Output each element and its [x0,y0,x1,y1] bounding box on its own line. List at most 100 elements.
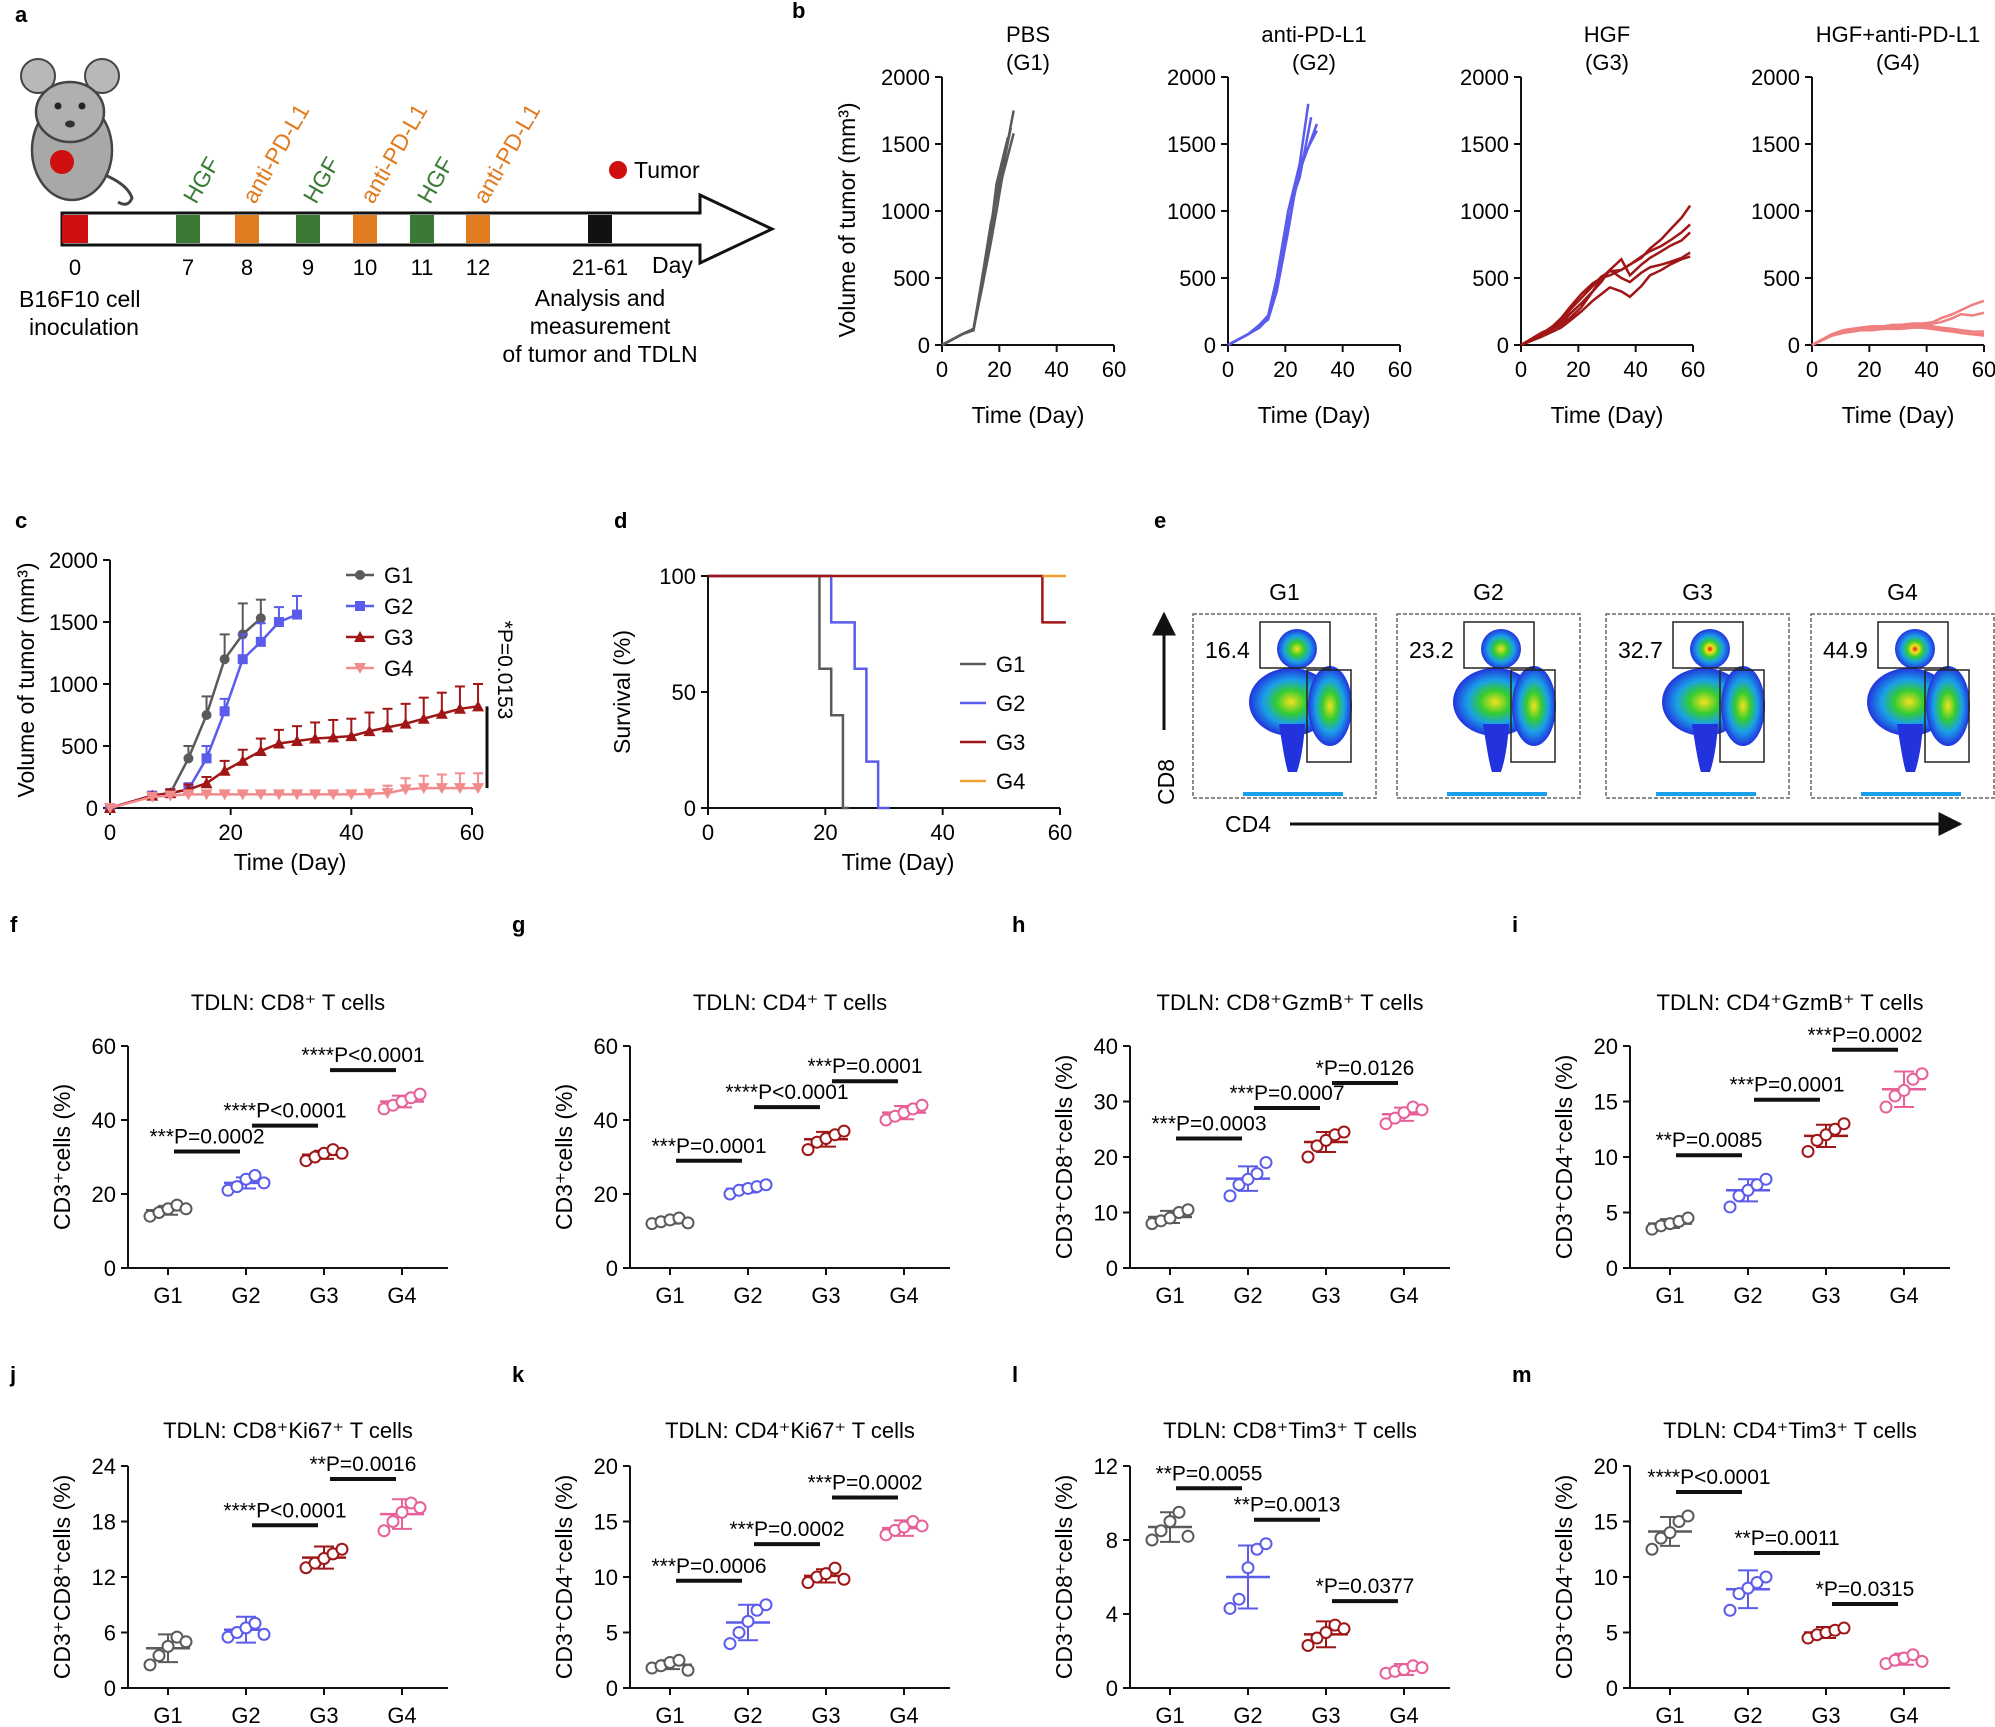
timeline-label-pdl1: anti-PD-L1 [468,99,545,207]
mean-series-G4 [104,772,485,814]
legend-label-G3: G3 [384,625,413,650]
x-tick-label: 40 [339,820,363,845]
data-marker [291,735,304,747]
significance-label: ***P=0.0002 [729,1518,844,1541]
panel-letter-b: b [792,0,805,23]
data-point [759,1598,773,1612]
timeline-block-day-11 [410,215,434,243]
significance-label: ***P=0.0002 [1807,1024,1922,1047]
data-point [1397,1106,1411,1120]
survival-line-G2 [708,574,890,810]
dot-panel-k: k TDLN: CD4⁺Ki67⁺ T cells 0 5 10 15 20 CD3⁺CD4⁺… [512,1362,950,1727]
panel-letter-l: l [1012,1362,1018,1387]
y-tick-label: 1500 [1751,132,1800,157]
data-point [1906,1648,1920,1662]
panel-letter-h: h [1012,912,1025,937]
panel-e-ylabel: CD8 [1153,759,1179,805]
data-marker [236,754,249,766]
timeline-label-hgf: HGF [298,152,345,207]
data-point [837,1572,851,1586]
mean-series-G1 [105,598,266,813]
flow-plot-title: G4 [1887,579,1918,605]
data-point [672,1653,686,1667]
y-tick-label: 0 [104,1256,116,1281]
legend-marker [355,601,365,611]
dot-panel-ylabel: CD3⁺cells (%) [49,1084,75,1230]
x-tick-label: 20 [1566,357,1590,382]
data-marker [381,788,394,800]
significance-label: ***P=0.0003 [1151,1113,1266,1136]
data-marker [255,636,266,647]
cd8-density [1895,629,1935,669]
tail-density [1692,724,1718,772]
data-point [179,1635,193,1649]
y-tick-label: 18 [92,1510,116,1535]
y-tick-label: 15 [594,1510,618,1535]
panel-letter-j: j [9,1362,16,1387]
x-tick-label: 60 [460,820,484,845]
x-tick-label: 20 [987,357,1011,382]
cd4-density [1721,666,1765,746]
panel-letter-i: i [1512,912,1518,937]
timeline-day-11: 11 [411,255,434,280]
data-point [1828,1122,1842,1136]
data-point [1163,1211,1177,1225]
data-point [1750,1178,1764,1192]
y-tick-label: 15 [1594,1090,1618,1115]
cd8-gate [1259,621,1331,669]
panel-b-xlabel: Time (Day) [972,402,1085,428]
significance-label: ****P<0.0001 [725,1081,848,1104]
timeline-day-10: 10 [353,255,377,280]
x-tick-label-G1: G1 [1155,1703,1184,1727]
x-tick-label-G2: G2 [1733,1703,1762,1727]
data-point [1319,1133,1333,1147]
cd4-gate [1306,669,1352,763]
tumor-legend-dot [609,161,627,179]
data-point [1750,1576,1764,1590]
y-tick-label: 0 [86,796,98,821]
data-marker [435,707,448,719]
panel-b-xlabel: Time (Day) [1258,402,1371,428]
timeline-day-21-61: 21-61 [572,255,628,280]
panel-b-title-line1: HGF [1584,22,1630,47]
data-point [915,1519,929,1533]
data-point [1250,1167,1264,1181]
data-point [1301,1638,1315,1652]
x-tick-label-G3: G3 [309,1283,338,1308]
data-marker [146,791,159,803]
baseline-events [1861,792,1961,796]
data-marker [345,730,358,742]
x-tick-label: 0 [1806,357,1818,382]
data-point [1259,1156,1273,1170]
x-tick-label-G4: G4 [1389,1283,1418,1308]
legend-label-G4: G4 [384,656,413,681]
y-tick-label: 100 [659,564,696,589]
timeline-block-day-8 [235,215,259,243]
y-tick-label: 500 [1179,266,1216,291]
panel-letter-d: d [614,508,627,533]
y-tick-label: 30 [1094,1090,1118,1115]
y-tick-label: 1500 [1167,132,1216,157]
panel-letter-e: e [1154,508,1166,533]
significance-label: ***P=0.0001 [651,1135,766,1158]
data-marker [453,783,466,795]
timeline-block-day-21-61 [588,215,612,243]
data-marker [363,725,376,737]
data-marker [309,732,322,744]
data-point [1310,1631,1324,1645]
data-marker [327,731,340,743]
mouse-illustration [20,58,134,206]
data-marker [381,721,394,733]
dot-panel-g: g TDLN: CD4⁺ T cells 0 20 40 60 CD3⁺cells (%) G… [512,912,950,1308]
y-tick-label: 1000 [1167,199,1216,224]
timeline-label-hgf: HGF [178,152,225,207]
data-point [395,1505,409,1519]
panel-letter-a: a [15,2,28,27]
x-tick-label-G2: G2 [733,1283,762,1308]
cd4-density [1512,666,1556,746]
dot-panel-title: TDLN: CD4⁺Ki67⁺ T cells [665,1418,915,1443]
panel-letter-m: m [1512,1362,1532,1387]
x-tick-label: 40 [1044,357,1068,382]
y-tick-label: 5 [1606,1201,1618,1226]
